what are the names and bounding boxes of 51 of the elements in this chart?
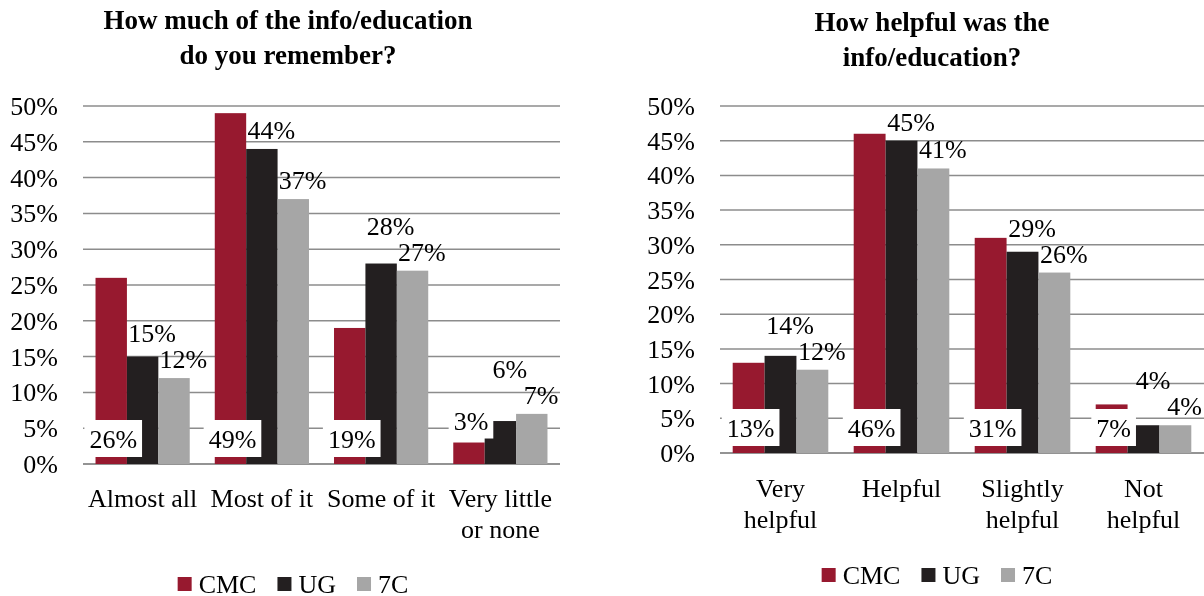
y-tick-label: 40% [647,160,695,190]
x-tick-label: Very helpful [743,474,818,534]
x-tick-label: Most of it [210,484,314,513]
y-tick-label: 20% [10,306,58,336]
y-tick-label: 15% [647,334,695,364]
legend-label: UG [942,560,981,590]
legend-label: UG [298,569,337,596]
y-tick-label: 35% [647,195,695,225]
x-tick-label: Helpful [861,474,942,503]
chart-title: How much of the info/education do you remember? [103,5,473,70]
bar [396,270,429,464]
y-tick-label: 0% [660,438,695,468]
y-tick-label: 45% [10,127,58,157]
legend-label: CMC [198,569,257,596]
y-tick-label: 25% [647,265,695,294]
y-tick-label: 25% [10,270,58,300]
y-tick-label: 45% [647,126,695,156]
legend-label: CMC [842,560,901,590]
bar [277,199,309,464]
data-label: 37% [278,166,327,196]
y-tick-label: 30% [10,234,58,264]
x-tick-label: Very little or none [448,484,553,544]
bar [1159,425,1192,453]
legend-label: 7C [378,569,409,596]
y-tick-label: 0% [23,449,58,479]
data-label: 41% [919,135,967,165]
bar [796,369,829,453]
y-tick-label: 10% [10,377,58,407]
y-tick-label: 20% [647,299,695,329]
y-tick-label: 50% [10,91,58,121]
bar [1038,272,1071,453]
y-tick-label: 30% [647,230,695,260]
x-tick-label: Not helpful [1106,474,1181,534]
y-tick-label: 10% [647,369,695,399]
data-label: 45% [887,107,935,137]
x-tick-label: Slightly helpful [981,474,1064,534]
chart-title: How helpful was the info/education? [814,7,1050,72]
y-tick-label: 40% [10,163,58,193]
data-label: 44% [247,115,296,145]
bar [917,168,950,453]
x-tick-label: Some of it [326,484,437,513]
y-tick-label: 5% [23,413,58,443]
x-tick-label: Almost all [88,484,198,513]
bar [516,413,548,464]
bar [158,378,190,464]
y-tick-label: 5% [660,403,695,433]
y-tick-label: 50% [647,91,695,121]
legend-label: 7C [1022,560,1053,590]
bar [453,442,485,464]
y-tick-label: 15% [10,342,58,372]
y-tick-label: 35% [10,198,58,228]
